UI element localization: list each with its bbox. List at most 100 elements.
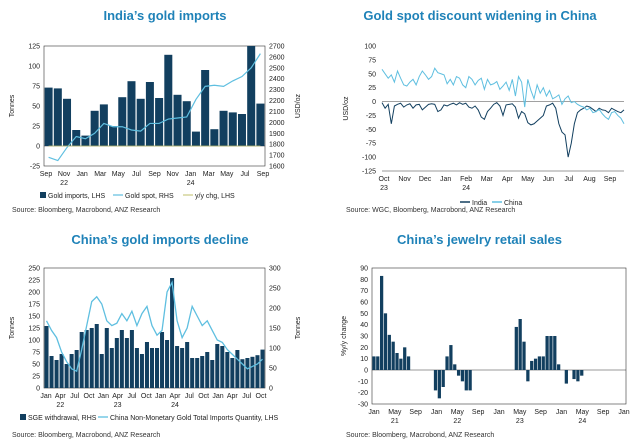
y2-tick-label: 300 [269, 266, 281, 273]
bar [89, 328, 94, 388]
series-line-china-imports [45, 280, 263, 373]
x-tick-label: May [521, 176, 535, 183]
bar [195, 358, 200, 388]
x-tick-label: Jan [618, 409, 629, 416]
x-tick-label: Feb [460, 176, 472, 183]
bar [129, 330, 134, 388]
bar [215, 344, 220, 388]
x-year-label: 24 [171, 402, 179, 409]
y-axis-label: Tonnes [9, 316, 16, 339]
bar [182, 101, 191, 146]
y2-tick-label: 2200 [269, 98, 285, 105]
y-tick-label: 0 [36, 144, 40, 151]
legend-label: Gold spot, RHS [125, 193, 174, 200]
bar [173, 94, 182, 146]
bar [514, 326, 518, 370]
y2-tick-label: 2300 [269, 87, 285, 94]
series-line-china [381, 67, 625, 125]
bar [387, 334, 391, 370]
x-tick-label: Sep [148, 171, 161, 178]
bar [376, 356, 380, 370]
bar [44, 87, 53, 146]
x-tick-label: May [451, 409, 465, 416]
bar [134, 348, 139, 388]
y-tick-label: 25 [32, 124, 40, 131]
bar [139, 354, 144, 388]
x-tick-label: Sep [534, 409, 547, 416]
bar [200, 356, 205, 388]
x-year-label: 22 [453, 418, 461, 425]
x-tick-label: May [576, 409, 590, 416]
y-tick-label: 100 [28, 64, 40, 71]
y-tick-label: -50 [366, 127, 376, 134]
bar [372, 356, 376, 370]
bar [144, 342, 149, 388]
bar [240, 359, 245, 388]
bar [383, 313, 388, 370]
y2-tick-label: 250 [269, 286, 281, 293]
plot-frame [43, 45, 266, 167]
x-tick-label: Jan [40, 393, 51, 400]
x-tick-label: Jun [543, 176, 554, 183]
bar [518, 319, 522, 370]
y-tick-label: 50 [368, 71, 376, 78]
y-tick-label: 125 [28, 326, 40, 333]
y2-tick-label: 2400 [269, 76, 285, 83]
y2-tick-label: 50 [269, 366, 277, 373]
bar [406, 356, 411, 370]
x-tick-label: Jan [556, 409, 567, 416]
y-tick-label: 100 [364, 44, 376, 51]
bar [433, 370, 438, 391]
chart-title: India’s gold imports [103, 8, 227, 23]
x-tick-label: Jul [70, 393, 79, 400]
legend-label: India [472, 200, 487, 207]
y-tick-label: 50 [32, 362, 40, 369]
bar [456, 370, 461, 376]
bar [124, 338, 129, 388]
bar [403, 347, 407, 370]
bar [69, 354, 74, 388]
y-tick-label: 250 [28, 266, 40, 273]
x-tick-label: Sep [40, 171, 53, 178]
bar [99, 354, 104, 388]
y2-tick-label: 2700 [269, 44, 285, 51]
chart-spot-discount: 100 75 50 25 0 -25 -50 -75 -100 -125 USD/oz Oct Nov D… [343, 44, 625, 207]
x-year-label: 24 [187, 180, 195, 187]
legend-label: SGE withdrawal, RHS [28, 415, 97, 422]
bar [522, 341, 526, 370]
bar [537, 356, 542, 370]
x-tick-label: Oct [379, 176, 390, 183]
chart-india-imports: 125 100 75 50 25 0 -25 2700 2600 2500 2400 2300 2200… [9, 44, 302, 201]
x-tick-label: Dec [419, 176, 432, 183]
x-tick-label: May [513, 409, 527, 416]
x-tick-label: Jul [185, 393, 194, 400]
y-tick-label: 100 [28, 338, 40, 345]
x-tick-label: Jan [212, 393, 223, 400]
x-tick-label: Jul [128, 393, 137, 400]
y-tick-label: -125 [362, 169, 376, 176]
x-tick-label: Sep [409, 409, 422, 416]
y2-tick-label: 1700 [269, 153, 285, 160]
x-tick-label: Sep [472, 409, 485, 416]
legend-label: China Non-Monetary Gold Total Imports Qu… [110, 415, 279, 422]
bar [145, 82, 154, 146]
bar [59, 354, 64, 388]
x-tick-label: Jul [242, 393, 251, 400]
x-tick-label: Jan [431, 409, 442, 416]
bar [149, 348, 154, 388]
bar [94, 324, 99, 388]
bar [437, 370, 441, 399]
y-tick-label: 225 [28, 278, 40, 285]
y2-tick-label: 0 [269, 386, 273, 393]
chart-source: Source: Bloomberg, Macrobond, ANZ Resear… [12, 432, 161, 439]
bar [391, 341, 395, 370]
bar [84, 330, 89, 388]
bar [219, 110, 228, 146]
x-tick-label: Mar [481, 176, 494, 183]
y-axis-label: Tonnes [9, 94, 16, 117]
bar [445, 356, 449, 370]
bar [557, 364, 561, 370]
bar [210, 360, 215, 388]
x-tick-label: Jan [77, 171, 88, 178]
plot-frame [371, 267, 627, 405]
